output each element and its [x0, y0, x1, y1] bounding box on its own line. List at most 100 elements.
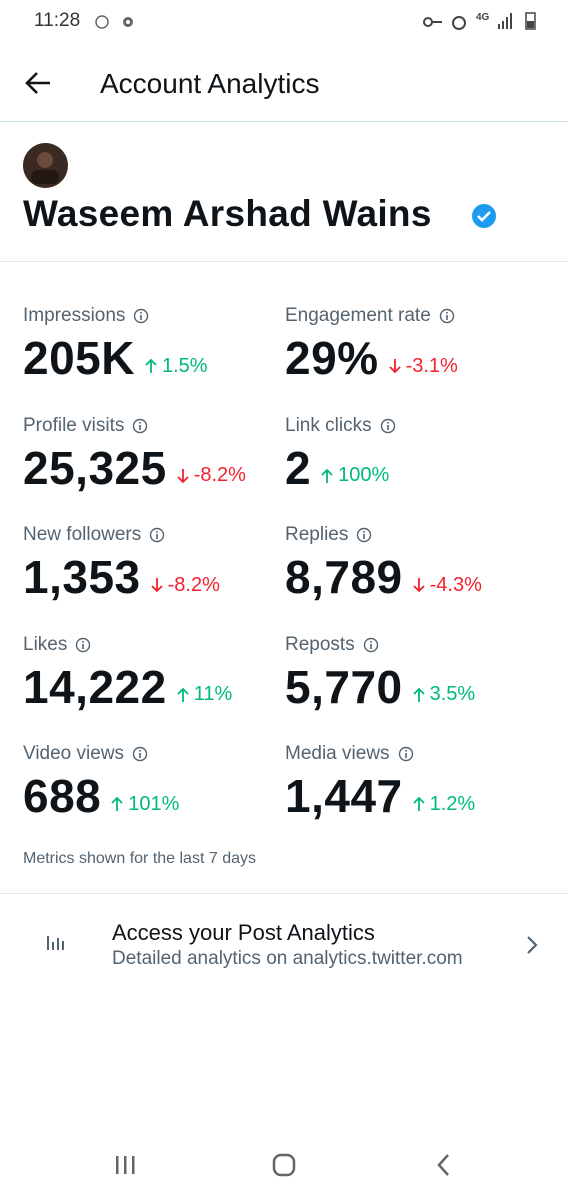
info-circle [439, 308, 454, 324]
info-icon[interactable] [132, 418, 148, 434]
post-analytics-subtitle: Detailed analytics on analytics.twitter.… [112, 948, 463, 969]
info-circle [357, 527, 372, 543]
metric-row: 1,353 -8.2% [23, 550, 293, 604]
metric-row: 8,789 -4.3% [285, 550, 555, 604]
metric-change: 11% [177, 683, 232, 706]
info-circle [133, 418, 148, 433]
info-icon[interactable] [132, 746, 148, 762]
arrow-path [412, 796, 425, 811]
profile-name-text: Waseem Arshad Wains [23, 193, 432, 234]
nav-bar [116, 1153, 449, 1177]
info-dot [363, 531, 366, 533]
metric-change: -3.1% [388, 354, 458, 378]
metric-row: 1,447 1.2% [285, 769, 555, 823]
change-text: 101% [128, 792, 180, 815]
change-arrow [388, 359, 401, 374]
nav-home[interactable] [272, 1153, 296, 1177]
divider [0, 121, 568, 122]
metric-row: 2 100% [285, 441, 555, 495]
footnote: Metrics shown for the last 7 days [23, 850, 256, 867]
change-arrow [412, 578, 425, 593]
change-text: -3.1% [405, 354, 458, 377]
info-dot [369, 643, 372, 649]
info-dot [140, 315, 143, 320]
info-dot [139, 424, 142, 430]
metric-row: 25,325 -8.2% [23, 441, 293, 495]
profile-name: Waseem Arshad Wains [23, 193, 432, 235]
change-arrow [177, 468, 189, 483]
info-icon[interactable] [149, 527, 165, 543]
info-dot [82, 640, 85, 643]
metric-label-row: Replies [285, 522, 555, 548]
divider [0, 893, 568, 894]
metric: Likes 14,222 11% [23, 632, 293, 714]
info-dot [404, 750, 407, 752]
info-dot [386, 424, 389, 430]
chart-icon [47, 936, 64, 950]
info-dot [156, 531, 159, 533]
change-arrow [150, 578, 163, 593]
change-arrow [412, 796, 425, 811]
avatar[interactable] [23, 143, 68, 188]
info-icon[interactable] [363, 637, 379, 653]
arrow-path [111, 796, 123, 811]
chevron-right[interactable] [524, 934, 540, 956]
metric-label: Likes [23, 633, 68, 655]
change-text: 1.5% [161, 354, 208, 377]
arrow-path [321, 468, 333, 483]
metric-value: 688 [23, 770, 102, 822]
back-button[interactable] [24, 70, 54, 96]
divider [0, 261, 568, 262]
metric-change: 1.5% [145, 355, 208, 378]
info-dot [386, 421, 389, 424]
metric-label: Impressions [23, 305, 126, 326]
arrow-path [177, 687, 189, 702]
post-analytics-title[interactable]: Access your Post Analytics [112, 920, 375, 945]
metric-change: 3.5% [412, 683, 475, 706]
metric-row: 29% -3.1% [285, 331, 555, 385]
status-signal-battery [498, 12, 536, 30]
metric-change: 100% [321, 464, 389, 487]
change-text: -4.3% [429, 573, 482, 596]
metric: Reposts 5,770 3.5% [285, 632, 555, 714]
info-circle [380, 418, 395, 433]
metric: Media views 1,447 1.2% [285, 741, 555, 823]
metric-change: -4.3% [412, 573, 482, 597]
metric: Video views 688 101% [23, 741, 293, 823]
change-arrow [145, 358, 157, 373]
info-icon[interactable] [380, 418, 396, 434]
metric-label-row: Likes [23, 632, 293, 658]
metric-label: Reposts [285, 633, 355, 655]
metric-value: 25,325 [23, 441, 167, 494]
status-icons-left [95, 15, 133, 29]
info-dot [139, 750, 141, 752]
status-icons-right [423, 16, 466, 30]
metric-value: 2 [285, 441, 312, 494]
arrow-path [145, 358, 157, 373]
change-arrow [412, 687, 425, 702]
nav-back[interactable] [437, 1154, 449, 1176]
metric: Engagement rate 29% -3.1% [285, 303, 555, 385]
info-dot [445, 315, 448, 320]
metric-label-row: Video views [23, 741, 293, 767]
metric-row: 688 101% [23, 769, 293, 823]
info-dot [139, 421, 142, 424]
info-dot [369, 640, 372, 643]
metric-change: 1.2% [412, 792, 476, 816]
change-arrow [111, 796, 123, 811]
info-icon[interactable] [133, 308, 149, 324]
metric-label-row: Engagement rate [285, 303, 555, 329]
change-text: -8.2% [167, 573, 220, 596]
info-icon[interactable] [439, 308, 455, 324]
page-title: Account Analytics [100, 68, 320, 99]
info-circle [134, 308, 149, 324]
metric-row: 205K 1.5% [23, 331, 293, 385]
nav-recents[interactable] [116, 1156, 135, 1174]
metric-label-row: Impressions [23, 303, 293, 329]
metric-label: Media views [285, 743, 390, 764]
change-text: 1.2% [429, 792, 476, 815]
info-icon[interactable] [398, 746, 414, 762]
info-circle [398, 746, 413, 762]
info-icon[interactable] [356, 527, 372, 543]
info-icon[interactable] [75, 637, 91, 653]
